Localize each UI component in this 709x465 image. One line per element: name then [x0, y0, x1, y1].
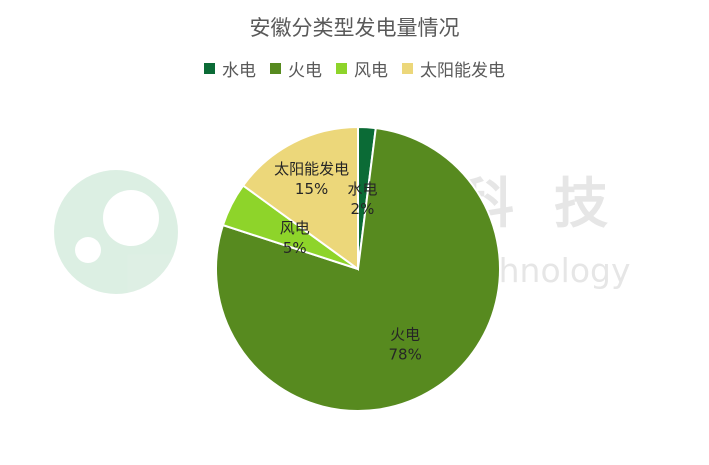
slice-label-value-wind: 5% [283, 239, 307, 257]
legend-item-wind: 风电 [336, 56, 388, 81]
slice-label-name-wind: 风电 [280, 219, 310, 237]
legend-swatch-hydro [204, 63, 215, 74]
legend-item-hydro: 水电 [204, 56, 256, 81]
legend-swatch-solar [402, 63, 413, 74]
legend-label-solar: 太阳能发电 [420, 61, 505, 81]
chart-legend: 水电 火电 风电 太阳能发电 [0, 56, 709, 81]
legend-label-wind: 风电 [354, 61, 388, 81]
chart-title: 安徽分类型发电量情况 [249, 16, 460, 40]
slice-label-name-thermal: 火电 [390, 325, 420, 343]
legend-item-thermal: 火电 [270, 56, 322, 81]
legend-label-hydro: 水电 [222, 61, 256, 81]
slice-label-name-hydro: 水电 [347, 180, 377, 198]
slice-label-value-solar: 15% [295, 180, 328, 198]
legend-label-thermal: 火电 [288, 61, 322, 81]
watermark-logo-icon [54, 170, 178, 294]
legend-item-solar: 太阳能发电 [402, 56, 505, 81]
slice-label-value-thermal: 78% [389, 345, 422, 363]
pie-slice-solar [241, 125, 359, 271]
legend-swatch-thermal [270, 63, 281, 74]
slice-label-name-solar: 太阳能发电 [274, 160, 349, 178]
legend-swatch-wind [336, 63, 347, 74]
slice-label-value-hydro: 2% [351, 200, 375, 218]
